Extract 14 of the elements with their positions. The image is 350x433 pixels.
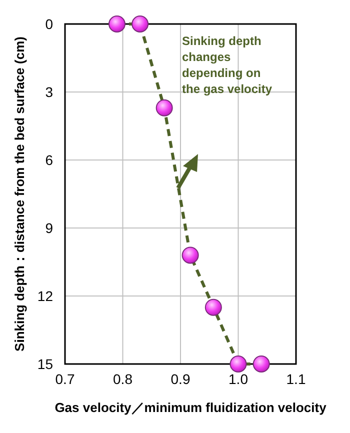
y-tick-label: 15 bbox=[37, 356, 54, 372]
y-tick-label: 12 bbox=[37, 288, 54, 304]
y-tick-label: 0 bbox=[45, 16, 54, 32]
x-tick-label: 0.7 bbox=[55, 371, 75, 387]
x-tick-label: 1.0 bbox=[228, 371, 248, 387]
annotation: Sinking depth changes depending on the gas velocity bbox=[182, 34, 272, 96]
y-tick-label: 9 bbox=[45, 220, 54, 236]
y-axis-title: Sinking depth：distance from the bed surface (cm) bbox=[12, 36, 27, 352]
y-tick-label: 3 bbox=[45, 84, 54, 100]
x-axis-title: Gas velocity／minimum fluidization velocity bbox=[54, 400, 328, 415]
x-tick-label: 0.8 bbox=[113, 371, 133, 387]
x-tick-label: 1.1 bbox=[286, 371, 306, 387]
x-tick-label: 0.9 bbox=[170, 371, 190, 387]
y-tick-label: 6 bbox=[45, 152, 54, 168]
